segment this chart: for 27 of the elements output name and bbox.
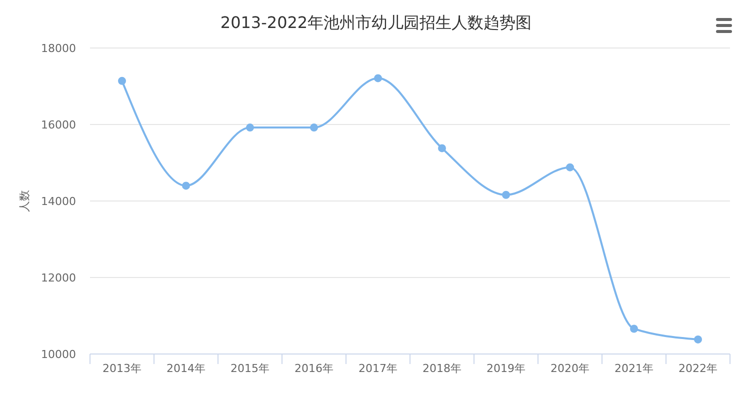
y-tick-label: 14000 xyxy=(41,195,76,208)
point xyxy=(374,74,382,82)
point xyxy=(694,335,702,344)
chart-title: 2013-2022年池州市幼儿园招生人数趋势图 xyxy=(220,13,532,32)
x-tick-label: 2015年 xyxy=(230,362,270,375)
x-tick-label: 2016年 xyxy=(294,362,334,375)
x-tick-label: 2013年 xyxy=(102,362,142,375)
point xyxy=(246,124,254,132)
y-tick-label: 16000 xyxy=(41,118,76,132)
x-tick-label: 2020年 xyxy=(550,362,590,375)
point xyxy=(310,124,318,132)
point xyxy=(502,190,510,199)
y-axis-title: 人数 xyxy=(18,190,31,212)
y-tick-label: 10000 xyxy=(41,348,76,361)
x-tick-label: 2018年 xyxy=(422,362,462,375)
point xyxy=(182,182,190,190)
point xyxy=(630,324,638,333)
x-tick-label: 2019年 xyxy=(486,362,526,375)
x-tick-label: 2021年 xyxy=(614,362,654,375)
point xyxy=(566,163,574,172)
y-tick-label: 18000 xyxy=(41,42,76,55)
point xyxy=(118,76,126,85)
y-tick-label: 12000 xyxy=(41,272,76,284)
x-tick-label: 2014年 xyxy=(166,362,206,375)
x-tick-label: 2022年 xyxy=(678,362,718,375)
x-tick-label: 2017年 xyxy=(358,362,398,375)
point xyxy=(438,144,446,152)
